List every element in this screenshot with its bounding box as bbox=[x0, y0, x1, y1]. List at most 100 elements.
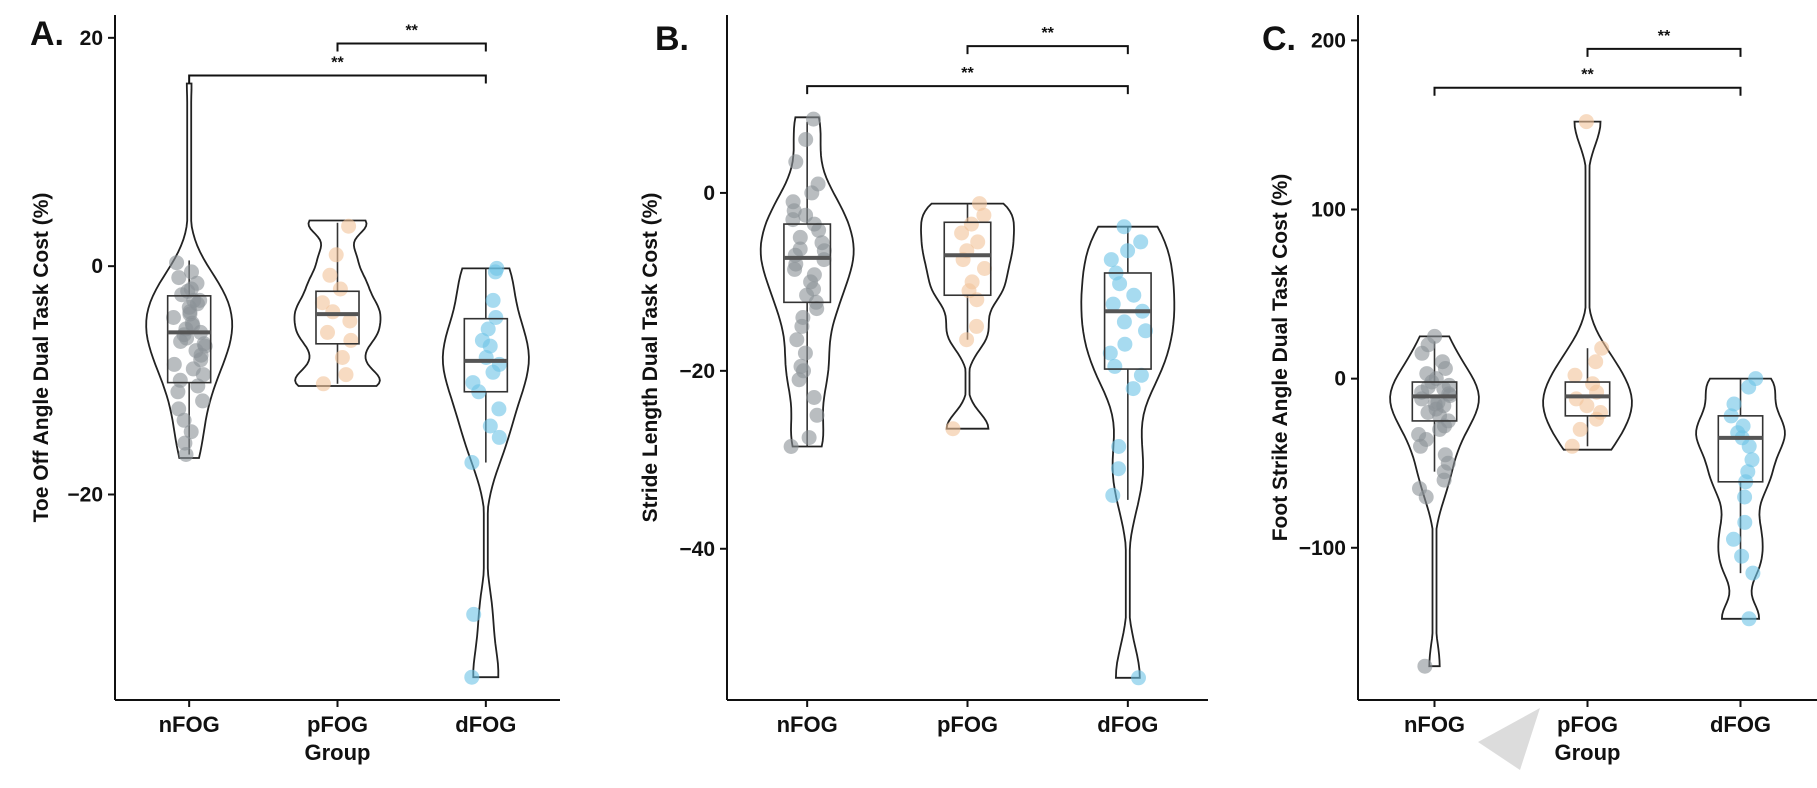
data-point bbox=[1131, 670, 1146, 686]
data-point bbox=[166, 356, 182, 372]
x-tick-label: pFOG bbox=[307, 712, 368, 737]
data-point bbox=[1734, 548, 1750, 564]
data-point bbox=[1112, 276, 1128, 292]
data-point bbox=[1588, 354, 1604, 370]
data-point bbox=[1567, 367, 1583, 383]
data-point bbox=[1441, 386, 1457, 402]
data-point bbox=[801, 430, 817, 446]
x-tick-label: nFOG bbox=[159, 712, 220, 737]
data-point bbox=[1737, 489, 1753, 505]
y-tick-label: 20 bbox=[80, 27, 103, 50]
y-tick-label: −20 bbox=[679, 360, 715, 383]
data-point bbox=[1726, 531, 1741, 547]
data-point bbox=[789, 332, 805, 348]
significance-bracket bbox=[336, 42, 487, 52]
data-point bbox=[969, 318, 984, 334]
significance-label: ** bbox=[1658, 28, 1671, 45]
data-point bbox=[959, 332, 975, 348]
data-point bbox=[797, 345, 813, 361]
data-point bbox=[183, 424, 199, 440]
data-point bbox=[806, 111, 821, 127]
data-point bbox=[314, 295, 330, 311]
data-point bbox=[480, 321, 496, 337]
data-point bbox=[1125, 381, 1141, 397]
significance-label: ** bbox=[1041, 25, 1054, 42]
data-point bbox=[170, 384, 186, 400]
data-point bbox=[1414, 345, 1430, 361]
data-point bbox=[1102, 345, 1118, 361]
significance-bracket bbox=[188, 74, 487, 84]
data-point bbox=[196, 336, 212, 352]
box-iqr bbox=[1103, 272, 1152, 370]
data-point bbox=[491, 401, 507, 417]
violin-outline bbox=[293, 219, 382, 387]
series-group bbox=[293, 218, 382, 392]
data-point bbox=[1741, 379, 1757, 395]
data-point bbox=[171, 401, 187, 417]
panel-letter: C. bbox=[1262, 20, 1296, 58]
violin-outline bbox=[920, 202, 1015, 430]
data-point bbox=[195, 367, 211, 383]
data-point bbox=[488, 310, 504, 325]
data-point bbox=[1103, 252, 1119, 268]
panel-a: A. 20 0 −20 Toe Off Angle Dual Task Cost (%)… bbox=[30, 15, 560, 765]
data-point bbox=[491, 429, 507, 445]
significance-bracket bbox=[1433, 86, 1742, 96]
data-point bbox=[174, 287, 190, 303]
data-point bbox=[322, 267, 338, 283]
data-point bbox=[783, 439, 799, 454]
box-iqr bbox=[463, 317, 509, 393]
data-point bbox=[1564, 438, 1580, 454]
data-point bbox=[169, 255, 185, 271]
data-point bbox=[1420, 379, 1436, 395]
data-point bbox=[1105, 296, 1121, 312]
significance-bracket bbox=[966, 45, 1129, 55]
data-point bbox=[178, 447, 194, 462]
data-point bbox=[1413, 438, 1428, 454]
data-point bbox=[334, 350, 350, 365]
box-iqr bbox=[1717, 415, 1764, 483]
series-group bbox=[1389, 328, 1480, 674]
y-axis-label: Foot Strike Angle Dual Task Cost (%) bbox=[1269, 174, 1292, 542]
data-point bbox=[341, 218, 357, 234]
data-point bbox=[809, 407, 825, 423]
significance-label: ** bbox=[1581, 67, 1594, 84]
data-point bbox=[195, 393, 211, 409]
panel-letter: A. bbox=[30, 15, 64, 53]
data-point bbox=[1111, 461, 1126, 477]
data-point bbox=[1117, 336, 1133, 352]
data-point bbox=[464, 455, 480, 470]
series-group bbox=[920, 196, 1015, 437]
data-point bbox=[315, 376, 331, 392]
y-axis-label: Toe Off Angle Dual Task Cost (%) bbox=[30, 193, 53, 523]
data-point bbox=[1589, 411, 1605, 427]
panel-b: B. 0 −20 −40 Stride Length Dual Task Cost (%… bbox=[639, 15, 1208, 737]
data-point bbox=[1107, 358, 1123, 374]
data-point bbox=[977, 261, 992, 276]
x-axis-label: Group bbox=[305, 740, 371, 765]
y-tick-label: 0 bbox=[1334, 368, 1346, 391]
y-tick-label: −40 bbox=[679, 538, 715, 561]
data-point bbox=[792, 229, 808, 245]
data-point bbox=[1436, 472, 1452, 488]
data-point bbox=[1741, 611, 1757, 627]
watermark-triangle-shape bbox=[1478, 708, 1540, 770]
data-point bbox=[320, 324, 335, 340]
panel-letter: B. bbox=[655, 20, 689, 58]
data-point bbox=[816, 243, 832, 259]
violin-outline bbox=[1542, 120, 1633, 451]
data-point bbox=[1133, 234, 1149, 250]
data-point bbox=[1745, 565, 1761, 581]
data-point bbox=[1578, 114, 1594, 130]
y-tick-label: 100 bbox=[1311, 199, 1346, 222]
box-iqr bbox=[1564, 381, 1611, 417]
x-axis-label: Group bbox=[1555, 740, 1621, 765]
y-tick-label: 0 bbox=[703, 182, 715, 205]
x-tick-label: nFOG bbox=[777, 712, 838, 737]
violin-outline bbox=[441, 267, 530, 679]
data-point bbox=[1737, 514, 1753, 530]
box-iqr bbox=[783, 223, 832, 304]
data-point bbox=[809, 301, 825, 317]
violin-outline bbox=[145, 82, 234, 459]
data-point bbox=[1427, 396, 1443, 412]
